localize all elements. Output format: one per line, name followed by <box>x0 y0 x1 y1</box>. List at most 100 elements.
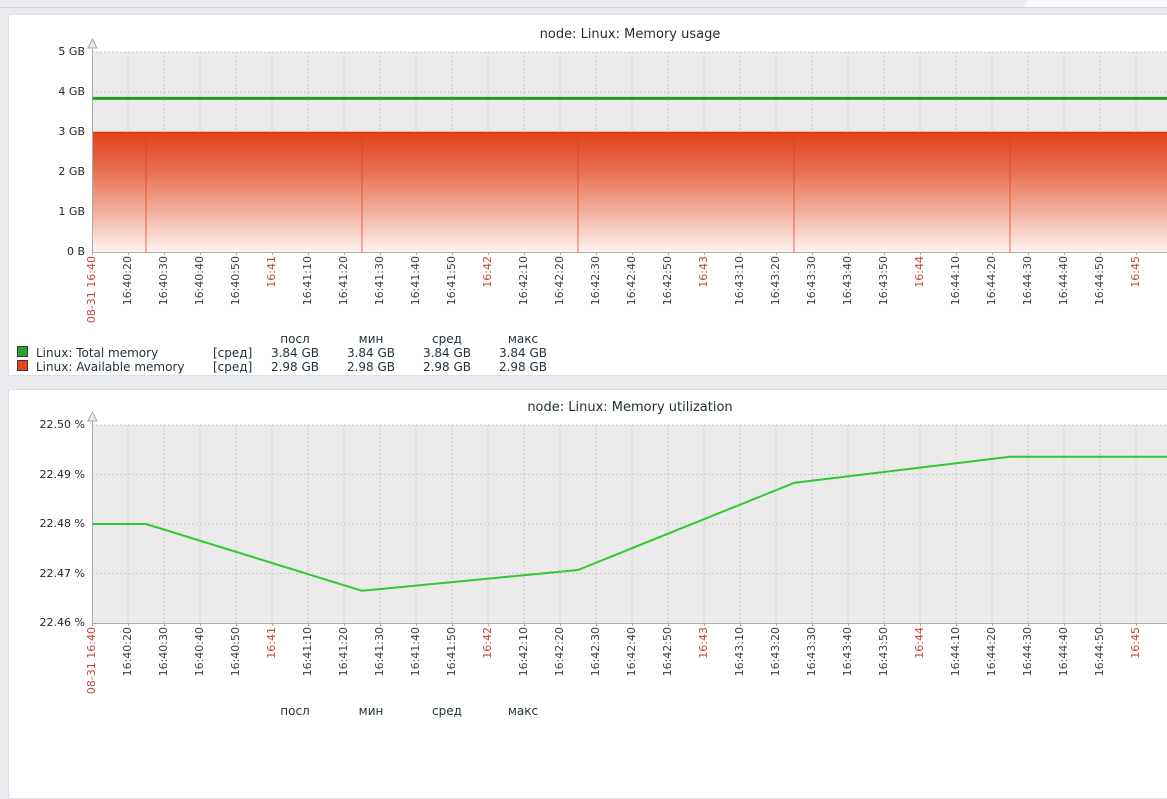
chart-title-memory-usage: node: Linux: Memory usage <box>539 27 721 42</box>
x-axis-time-label: 16:43 <box>697 627 710 659</box>
x-axis-time-label: 16:41:40 <box>409 256 422 306</box>
memory-utilization-plot-area[interactable] <box>87 410 1167 629</box>
legend-stat-header: мин <box>358 704 384 718</box>
x-axis-time-label: 16:44:20 <box>985 256 998 306</box>
y-axis-tick-label: 4 GB <box>58 85 85 98</box>
x-axis-time-label: 16:40:40 <box>193 627 206 677</box>
x-axis-time-label: 16:41:20 <box>337 627 350 677</box>
x-axis-time-label: 16:45 <box>1129 627 1142 659</box>
y-axis-tick-label: 22.49 % <box>39 467 85 481</box>
legend-stat-value: 2.98 GB <box>498 360 548 374</box>
legend-header-row: посл мин сред макс <box>17 332 561 346</box>
x-axis-time-label: 16:41 <box>265 627 278 659</box>
x-axis-time-label: 16:44:50 <box>1093 627 1106 677</box>
x-axis-time-label: 16:43:10 <box>733 627 746 677</box>
y-axis-tick-label: 22.48 % <box>39 517 85 530</box>
x-axis-time-label: 16:42:40 <box>625 256 638 306</box>
y-axis-tick-label: 0 B <box>66 245 85 258</box>
x-axis-time-label: 16:43 <box>697 256 710 288</box>
legend-stat-value: 3.84 GB <box>270 346 320 360</box>
x-axis-time-label: 16:44:20 <box>985 627 998 677</box>
x-axis-time-label: 16:40:30 <box>157 256 170 306</box>
x-axis-time-label: 16:41:50 <box>445 627 458 677</box>
x-axis-time-label: 16:42 <box>481 627 494 659</box>
x-axis-time-label: 16:43:40 <box>841 256 854 306</box>
x-axis-time-label: 16:44:10 <box>949 627 962 677</box>
legend-aggregation-function: [сред] <box>213 346 253 360</box>
x-axis-time-label: 16:44:40 <box>1057 627 1070 677</box>
x-axis-time-label: 16:40:50 <box>229 627 242 677</box>
x-axis-time-label: 16:40:20 <box>121 256 134 306</box>
x-axis-time-label: 16:45 <box>1129 256 1142 288</box>
chart-title-memory-utilization: node: Linux: Memory utilization <box>527 400 733 415</box>
legend-aggregation-function: [сред] <box>213 360 253 374</box>
x-axis-time-label: 16:44:50 <box>1093 256 1106 306</box>
x-axis-time-label: 16:42:10 <box>517 256 530 306</box>
memory-usage-legend: посл мин сред макс Linux: Total memory [сред]… <box>17 332 561 374</box>
y-axis-tick-label: 22.47 % <box>39 566 85 580</box>
x-axis-time-label: 16:40:50 <box>229 256 242 306</box>
x-axis-time-label: 16:40:30 <box>157 627 170 677</box>
legend-series-row: Linux: Available memory [сред] 2.98 GB 2.98… <box>17 360 561 374</box>
legend-stat-header: посл <box>280 332 310 346</box>
y-axis-tick-label: 22.50 % <box>39 418 85 431</box>
x-axis-time-label: 16:42:50 <box>661 627 674 677</box>
x-axis-time-label: 16:42:20 <box>553 256 566 306</box>
x-axis-time-label: 08-31 16:40 <box>85 627 98 695</box>
x-axis-time-label: 16:44:40 <box>1057 256 1070 306</box>
legend-stat-header: посл <box>280 704 310 718</box>
x-axis-time-label: 16:41:30 <box>373 256 386 306</box>
x-axis-time-label: 16:43:50 <box>877 256 890 306</box>
x-axis-time-label: 16:41:40 <box>409 627 422 677</box>
legend-series-row: Linux: Total memory [сред] 3.84 GB 3.84 GB 3… <box>17 346 561 360</box>
x-axis-time-label: 16:44:10 <box>949 256 962 306</box>
legend-stat-header: сред <box>432 332 462 346</box>
y-axis-tick-label: 5 GB <box>58 45 85 58</box>
legend-stat-header: макс <box>507 332 539 346</box>
x-axis-time-label: 16:44:30 <box>1021 256 1034 306</box>
y-axis-tick-label: 22.46 % <box>39 616 85 629</box>
legend-stat-value: 3.84 GB <box>346 346 396 360</box>
y-axis-tick-label: 1 GB <box>58 205 85 218</box>
legend-stat-value: 3.84 GB <box>422 346 472 360</box>
x-axis-time-label: 16:44 <box>913 256 926 288</box>
memory-utilization-legend: посл мин сред макс <box>17 704 561 718</box>
legend-color-swatch-icon <box>17 346 28 357</box>
legend-stat-value: 2.98 GB <box>270 360 320 374</box>
x-axis-time-label: 16:41:20 <box>337 256 350 306</box>
memory-usage-plot-area[interactable] <box>87 37 1167 258</box>
legend-header-row: посл мин сред макс <box>17 704 561 718</box>
x-axis-time-label: 16:43:10 <box>733 256 746 306</box>
x-axis-time-label: 16:41:50 <box>445 256 458 306</box>
y-axis-tick-label: 2 GB <box>58 165 85 178</box>
x-axis-time-label: 16:44:30 <box>1021 627 1034 677</box>
x-axis-time-label: 08-31 16:40 <box>85 256 98 324</box>
legend-stat-value: 2.98 GB <box>422 360 472 374</box>
legend-stat-header: мин <box>358 332 384 346</box>
x-axis-time-label: 16:42:40 <box>625 627 638 677</box>
x-axis-time-label: 16:41:10 <box>301 627 314 677</box>
legend-stat-header: макс <box>507 704 539 718</box>
x-axis-time-label: 16:41:10 <box>301 256 314 306</box>
y-axis-tick-label: 3 GB <box>58 125 85 138</box>
x-axis-time-label: 16:42:30 <box>589 627 602 677</box>
legend-series-name: Linux: Total memory <box>36 346 159 360</box>
x-axis-time-label: 16:43:20 <box>769 256 782 306</box>
x-axis-time-label: 16:42:30 <box>589 256 602 306</box>
legend-stat-header: сред <box>432 704 462 718</box>
x-axis-time-label: 16:43:20 <box>769 627 782 677</box>
x-axis-time-label: 16:43:40 <box>841 627 854 677</box>
x-axis-time-label: 16:40:40 <box>193 256 206 306</box>
x-axis-time-label: 16:43:30 <box>805 627 818 677</box>
x-axis-time-label: 16:41:30 <box>373 627 386 677</box>
legend-stat-value: 2.98 GB <box>346 360 396 374</box>
x-axis-time-label: 16:43:50 <box>877 627 890 677</box>
memory-usage-graph-card: node: Linux: Memory usage 5 GB 4 GB 3 GB 2 … <box>8 14 1167 376</box>
x-axis-time-label: 16:41 <box>265 256 278 288</box>
x-axis-time-label: 16:40:20 <box>121 627 134 677</box>
x-axis-time-label: 16:43:30 <box>805 256 818 306</box>
browser-tab-edge <box>0 0 1027 7</box>
legend-stat-value: 3.84 GB <box>498 346 548 360</box>
legend-color-swatch-icon <box>17 360 28 371</box>
